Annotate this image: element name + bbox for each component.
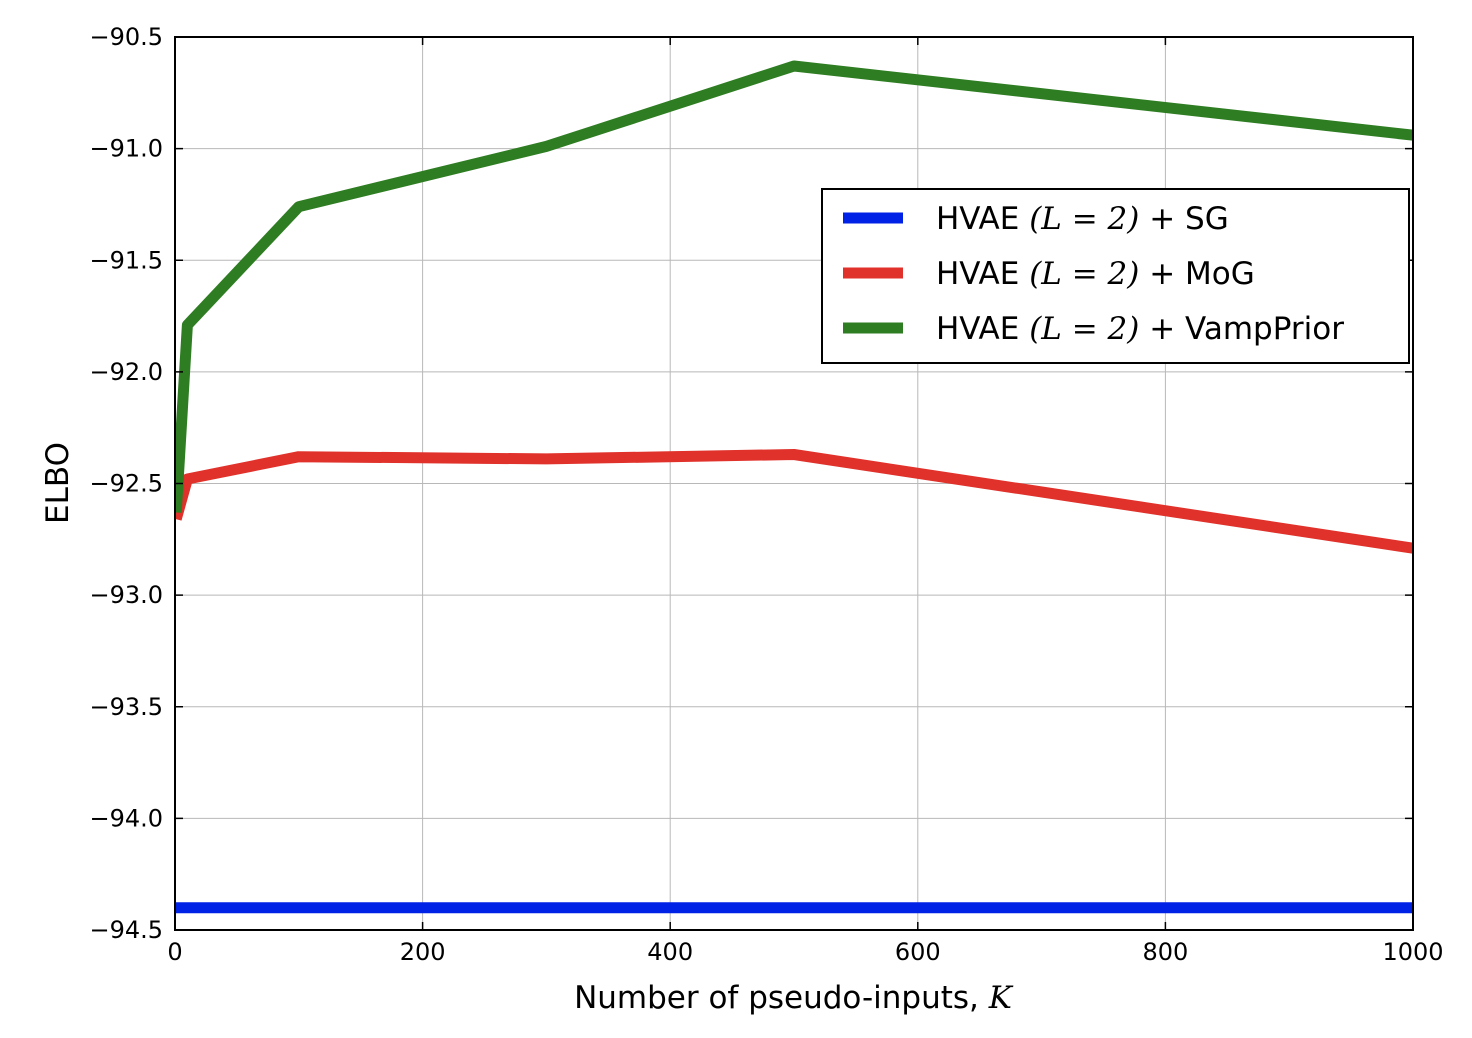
series-line-2 [175,60,1413,513]
x-tick-label: 1000 [1382,938,1443,966]
legend: HVAE (L = 2) + SG HVAE (L = 2) + MoG HVAE … [821,188,1410,364]
x-axis-label: Number of pseudo-inputs, K [574,980,1014,1016]
x-tick-label: 800 [1142,938,1188,966]
legend-label-1: HVAE (L = 2) + MoG [936,256,1255,292]
x-tick-labels: 0 200 400 600 800 1000 [167,938,1443,966]
series-line-1 [175,449,1413,554]
tick-marks [174,36,1414,931]
y-tick-labels: −90.5 −91.0 −91.5 −92.0 −92.5 −93.0 −93.5 −94.0… [89,23,163,944]
legend-box [821,188,1410,364]
x-tick-label: 0 [167,938,182,966]
y-tick-label: −94.0 [89,804,163,832]
legend-label-2: HVAE (L = 2) + VampPrior [936,311,1344,347]
x-tick-label: 600 [895,938,941,966]
y-tick-label: −92.0 [89,358,163,386]
x-tick-label: 400 [647,938,693,966]
y-tick-label: −92.5 [89,470,163,498]
x-tick-label: 200 [400,938,446,966]
legend-label-0: HVAE (L = 2) + SG [936,201,1229,237]
y-tick-label: −93.5 [89,693,163,721]
series-lines [175,60,1413,914]
y-tick-label: −93.0 [89,581,163,609]
y-tick-label: −94.5 [89,916,163,944]
y-tick-label: −91.5 [89,246,163,274]
y-tick-label: −91.0 [89,135,163,163]
grid-lines [174,36,1414,931]
y-axis-label: ELBO [40,442,76,524]
y-tick-label: −90.5 [89,23,163,51]
